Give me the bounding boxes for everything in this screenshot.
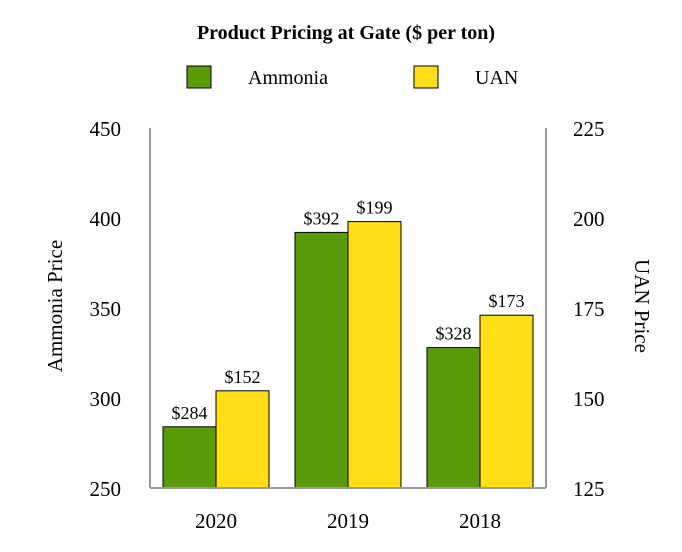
x-tick-label: 2018 — [459, 509, 501, 533]
y-right-tick-label: 125 — [573, 477, 605, 501]
data-label-uan-2019: $199 — [357, 198, 393, 218]
bar-uan-2020 — [215, 390, 270, 489]
y-axis-left-label: Ammonia Price — [43, 240, 67, 372]
bar-ammonia-2019 — [294, 231, 349, 489]
chart-title: Product Pricing at Gate ($ per ton) — [197, 22, 495, 44]
legend: Ammonia UAN — [186, 65, 518, 89]
data-label-uan-2020: $152 — [225, 367, 261, 387]
bar-uan-2019 — [347, 221, 402, 489]
y-right-tick-label: 175 — [573, 297, 605, 321]
x-axis-ticks: 2020 2019 2018 — [195, 509, 501, 533]
bar-ammonia-2020 — [162, 426, 217, 489]
y-left-tick-label: 350 — [90, 297, 122, 321]
y-axis-right-ticks: 125 150 175 200 225 — [573, 117, 605, 501]
legend-swatch-ammonia — [186, 65, 212, 89]
axes — [149, 128, 547, 489]
data-label-ammonia-2020: $284 — [172, 403, 208, 423]
y-left-tick-label: 400 — [90, 207, 122, 231]
y-right-tick-label: 150 — [573, 387, 605, 411]
bars — [162, 221, 534, 489]
y-right-tick-label: 200 — [573, 207, 605, 231]
data-label-ammonia-2018: $328 — [436, 324, 472, 344]
y-left-tick-label: 300 — [90, 387, 122, 411]
y-axis-left-ticks: 250 300 350 400 450 — [90, 117, 122, 501]
data-label-ammonia-2019: $392 — [304, 208, 340, 228]
legend-swatch-uan — [413, 65, 439, 89]
legend-label-uan: UAN — [475, 67, 518, 89]
y-right-tick-label: 225 — [573, 117, 605, 141]
y-left-tick-label: 250 — [90, 477, 122, 501]
bar-ammonia-2018 — [426, 347, 481, 489]
y-axis-right-label: UAN Price — [630, 259, 654, 353]
x-tick-label: 2019 — [327, 509, 369, 533]
bar-labels: $284 $152 $392 $199 $328 $173 — [172, 198, 525, 423]
legend-label-ammonia: Ammonia — [248, 67, 328, 89]
data-label-uan-2018: $173 — [489, 291, 525, 311]
bar-uan-2018 — [479, 314, 534, 489]
x-tick-label: 2020 — [195, 509, 237, 533]
y-left-tick-label: 450 — [90, 117, 122, 141]
